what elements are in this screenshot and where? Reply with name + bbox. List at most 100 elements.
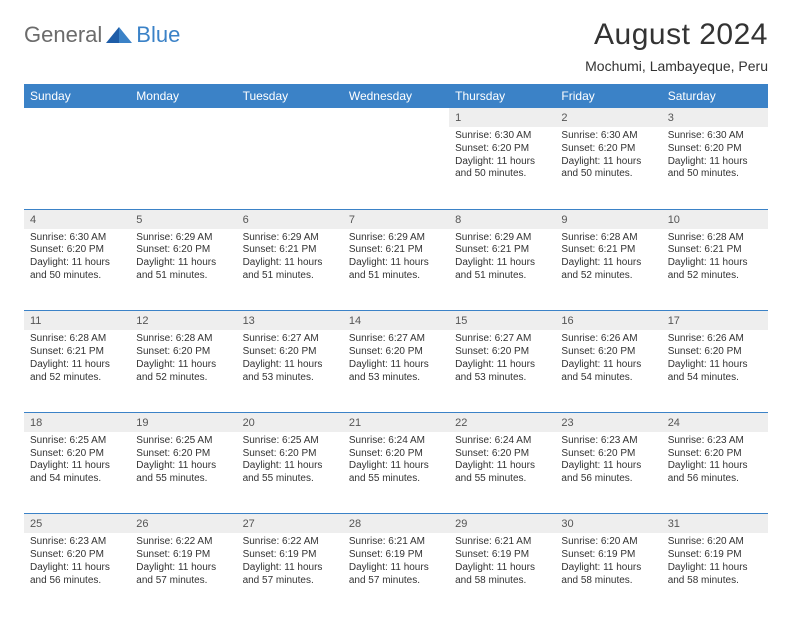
- day-cell: Sunrise: 6:30 AM Sunset: 6:20 PM Dayligh…: [662, 127, 768, 209]
- day-number: [130, 108, 236, 127]
- day-cell: [237, 127, 343, 209]
- day-number-row: 45678910: [24, 209, 768, 229]
- day-cell: Sunrise: 6:25 AM Sunset: 6:20 PM Dayligh…: [237, 432, 343, 514]
- logo-text-general: General: [24, 22, 102, 48]
- day-cell: Sunrise: 6:27 AM Sunset: 6:20 PM Dayligh…: [449, 330, 555, 412]
- day-cell-text: Sunrise: 6:29 AM Sunset: 6:21 PM Dayligh…: [455, 232, 535, 281]
- day-cell-text: Sunrise: 6:30 AM Sunset: 6:20 PM Dayligh…: [30, 232, 110, 281]
- day-cell: [24, 127, 130, 209]
- day-cell-text: Sunrise: 6:26 AM Sunset: 6:20 PM Dayligh…: [668, 333, 748, 382]
- day-cell: Sunrise: 6:30 AM Sunset: 6:20 PM Dayligh…: [555, 127, 661, 209]
- day-cell-text: Sunrise: 6:20 AM Sunset: 6:19 PM Dayligh…: [561, 536, 641, 585]
- day-number: 31: [662, 514, 768, 534]
- day-cell: Sunrise: 6:29 AM Sunset: 6:21 PM Dayligh…: [343, 229, 449, 311]
- day-content-row: Sunrise: 6:23 AM Sunset: 6:20 PM Dayligh…: [24, 533, 768, 615]
- day-cell: Sunrise: 6:29 AM Sunset: 6:21 PM Dayligh…: [237, 229, 343, 311]
- day-cell: Sunrise: 6:27 AM Sunset: 6:20 PM Dayligh…: [343, 330, 449, 412]
- day-cell-text: Sunrise: 6:29 AM Sunset: 6:20 PM Dayligh…: [136, 232, 216, 281]
- day-cell: Sunrise: 6:22 AM Sunset: 6:19 PM Dayligh…: [237, 533, 343, 615]
- day-content-row: Sunrise: 6:25 AM Sunset: 6:20 PM Dayligh…: [24, 432, 768, 514]
- day-number: 15: [449, 311, 555, 331]
- day-number: 22: [449, 412, 555, 432]
- day-cell: Sunrise: 6:23 AM Sunset: 6:20 PM Dayligh…: [662, 432, 768, 514]
- day-number: 14: [343, 311, 449, 331]
- title-block: August 2024 Mochumi, Lambayeque, Peru: [585, 18, 768, 74]
- day-number: 29: [449, 514, 555, 534]
- weekday-header: Friday: [555, 84, 661, 108]
- day-number: 5: [130, 209, 236, 229]
- day-number: 27: [237, 514, 343, 534]
- day-cell-text: Sunrise: 6:22 AM Sunset: 6:19 PM Dayligh…: [243, 536, 323, 585]
- day-cell-text: Sunrise: 6:23 AM Sunset: 6:20 PM Dayligh…: [668, 435, 748, 484]
- day-cell: Sunrise: 6:21 AM Sunset: 6:19 PM Dayligh…: [343, 533, 449, 615]
- day-content-row: Sunrise: 6:30 AM Sunset: 6:20 PM Dayligh…: [24, 127, 768, 209]
- day-number: 7: [343, 209, 449, 229]
- day-number: 21: [343, 412, 449, 432]
- weekday-header-row: Sunday Monday Tuesday Wednesday Thursday…: [24, 84, 768, 108]
- day-number: 16: [555, 311, 661, 331]
- day-cell: Sunrise: 6:28 AM Sunset: 6:21 PM Dayligh…: [555, 229, 661, 311]
- logo-mark-icon: [106, 25, 132, 45]
- day-number: 23: [555, 412, 661, 432]
- day-cell-text: Sunrise: 6:26 AM Sunset: 6:20 PM Dayligh…: [561, 333, 641, 382]
- day-cell: Sunrise: 6:21 AM Sunset: 6:19 PM Dayligh…: [449, 533, 555, 615]
- day-cell: Sunrise: 6:29 AM Sunset: 6:20 PM Dayligh…: [130, 229, 236, 311]
- day-cell: Sunrise: 6:28 AM Sunset: 6:21 PM Dayligh…: [24, 330, 130, 412]
- day-cell-text: Sunrise: 6:25 AM Sunset: 6:20 PM Dayligh…: [30, 435, 110, 484]
- day-number: 10: [662, 209, 768, 229]
- logo: General Blue: [24, 18, 180, 48]
- day-cell: Sunrise: 6:24 AM Sunset: 6:20 PM Dayligh…: [449, 432, 555, 514]
- day-cell-text: Sunrise: 6:21 AM Sunset: 6:19 PM Dayligh…: [349, 536, 429, 585]
- day-number: 12: [130, 311, 236, 331]
- day-cell-text: Sunrise: 6:23 AM Sunset: 6:20 PM Dayligh…: [561, 435, 641, 484]
- day-cell-text: Sunrise: 6:28 AM Sunset: 6:20 PM Dayligh…: [136, 333, 216, 382]
- day-number: 3: [662, 108, 768, 127]
- day-cell: Sunrise: 6:28 AM Sunset: 6:20 PM Dayligh…: [130, 330, 236, 412]
- day-number: 24: [662, 412, 768, 432]
- weekday-header: Wednesday: [343, 84, 449, 108]
- day-cell-text: Sunrise: 6:29 AM Sunset: 6:21 PM Dayligh…: [243, 232, 323, 281]
- day-number: 28: [343, 514, 449, 534]
- day-cell-text: Sunrise: 6:27 AM Sunset: 6:20 PM Dayligh…: [349, 333, 429, 382]
- day-number: 18: [24, 412, 130, 432]
- calendar-body: 123Sunrise: 6:30 AM Sunset: 6:20 PM Dayl…: [24, 108, 768, 615]
- day-cell-text: Sunrise: 6:27 AM Sunset: 6:20 PM Dayligh…: [243, 333, 323, 382]
- day-number-row: 18192021222324: [24, 412, 768, 432]
- day-cell: Sunrise: 6:26 AM Sunset: 6:20 PM Dayligh…: [662, 330, 768, 412]
- day-cell: Sunrise: 6:30 AM Sunset: 6:20 PM Dayligh…: [449, 127, 555, 209]
- day-cell-text: Sunrise: 6:24 AM Sunset: 6:20 PM Dayligh…: [455, 435, 535, 484]
- day-cell-text: Sunrise: 6:28 AM Sunset: 6:21 PM Dayligh…: [30, 333, 110, 382]
- day-number: 2: [555, 108, 661, 127]
- day-cell: Sunrise: 6:26 AM Sunset: 6:20 PM Dayligh…: [555, 330, 661, 412]
- day-number: 8: [449, 209, 555, 229]
- day-number: [24, 108, 130, 127]
- day-number-row: 11121314151617: [24, 311, 768, 331]
- day-cell-text: Sunrise: 6:28 AM Sunset: 6:21 PM Dayligh…: [561, 232, 641, 281]
- logo-text-blue: Blue: [136, 22, 180, 48]
- day-number: 1: [449, 108, 555, 127]
- day-number-row: 123: [24, 108, 768, 127]
- day-cell-text: Sunrise: 6:22 AM Sunset: 6:19 PM Dayligh…: [136, 536, 216, 585]
- day-cell-text: Sunrise: 6:25 AM Sunset: 6:20 PM Dayligh…: [136, 435, 216, 484]
- day-cell-text: Sunrise: 6:30 AM Sunset: 6:20 PM Dayligh…: [668, 130, 748, 179]
- weekday-header: Thursday: [449, 84, 555, 108]
- day-number: 17: [662, 311, 768, 331]
- day-cell-text: Sunrise: 6:29 AM Sunset: 6:21 PM Dayligh…: [349, 232, 429, 281]
- day-cell: Sunrise: 6:20 AM Sunset: 6:19 PM Dayligh…: [555, 533, 661, 615]
- weekday-header: Tuesday: [237, 84, 343, 108]
- day-number: [343, 108, 449, 127]
- day-cell: Sunrise: 6:24 AM Sunset: 6:20 PM Dayligh…: [343, 432, 449, 514]
- day-cell-text: Sunrise: 6:25 AM Sunset: 6:20 PM Dayligh…: [243, 435, 323, 484]
- day-cell-text: Sunrise: 6:21 AM Sunset: 6:19 PM Dayligh…: [455, 536, 535, 585]
- day-number: 20: [237, 412, 343, 432]
- day-number-row: 25262728293031: [24, 514, 768, 534]
- day-cell: Sunrise: 6:27 AM Sunset: 6:20 PM Dayligh…: [237, 330, 343, 412]
- day-cell: Sunrise: 6:23 AM Sunset: 6:20 PM Dayligh…: [24, 533, 130, 615]
- day-number: 19: [130, 412, 236, 432]
- calendar-page: General Blue August 2024 Mochumi, Lambay…: [0, 0, 792, 631]
- day-content-row: Sunrise: 6:30 AM Sunset: 6:20 PM Dayligh…: [24, 229, 768, 311]
- day-number: 25: [24, 514, 130, 534]
- day-cell: Sunrise: 6:30 AM Sunset: 6:20 PM Dayligh…: [24, 229, 130, 311]
- day-cell-text: Sunrise: 6:23 AM Sunset: 6:20 PM Dayligh…: [30, 536, 110, 585]
- day-cell: Sunrise: 6:25 AM Sunset: 6:20 PM Dayligh…: [130, 432, 236, 514]
